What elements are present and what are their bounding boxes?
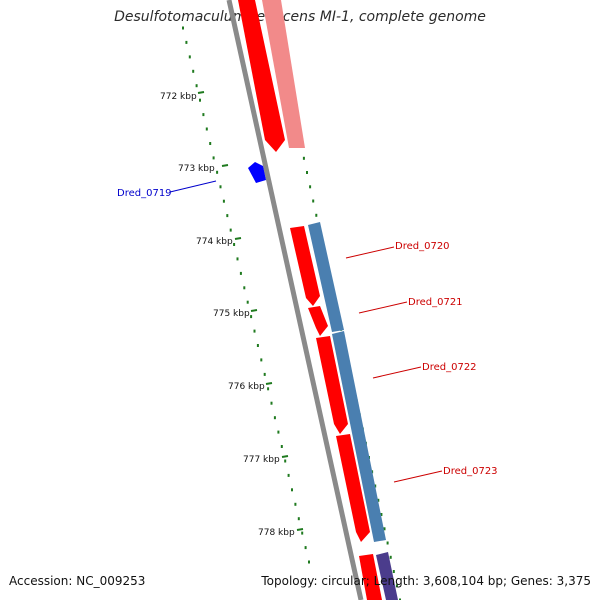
scale-dot bbox=[246, 300, 249, 304]
tick-label-774: 774 kbp bbox=[196, 237, 233, 247]
scale-dot bbox=[185, 40, 188, 44]
scale-dot bbox=[263, 372, 266, 376]
label-dred-0723[interactable]: Dred_0723 bbox=[443, 466, 498, 477]
scale-dot bbox=[216, 170, 219, 174]
scale-dot bbox=[188, 55, 191, 59]
genome-backbone bbox=[226, 0, 364, 600]
outer-scale-dot bbox=[309, 185, 312, 189]
outer-scale-dot bbox=[386, 541, 389, 545]
scale-dot bbox=[192, 69, 195, 73]
leader-dred-0723 bbox=[393, 470, 443, 483]
outer-scale-dot bbox=[315, 213, 318, 217]
scale-dot bbox=[270, 401, 273, 405]
scale-dots bbox=[182, 26, 310, 564]
scale-dot bbox=[209, 142, 212, 145]
scale-dot bbox=[287, 473, 290, 477]
scale-dot bbox=[202, 113, 205, 117]
scale-dot bbox=[267, 387, 270, 391]
scale-dot bbox=[250, 315, 253, 319]
scale-dot bbox=[284, 459, 287, 463]
scale-dot bbox=[301, 531, 304, 535]
cds-dred-0720 bbox=[290, 226, 320, 306]
tick-773 bbox=[221, 164, 229, 167]
outer-scale-dot bbox=[306, 171, 308, 174]
outer-scale-dot bbox=[380, 513, 383, 516]
scale-dot bbox=[212, 156, 215, 160]
tick-label-776: 776 kbp bbox=[228, 382, 265, 392]
tick-778 bbox=[296, 528, 304, 531]
scale-dot bbox=[297, 517, 300, 521]
leader-dred-0720 bbox=[345, 246, 395, 259]
outer-scale-dot bbox=[399, 598, 401, 600]
cds-dred-0719 bbox=[248, 162, 266, 183]
label-dred-0722[interactable]: Dred_0722 bbox=[422, 362, 477, 373]
outer-scale-dot bbox=[377, 498, 380, 502]
scale-dot bbox=[256, 344, 259, 347]
tick-label-778: 778 kbp bbox=[258, 528, 295, 538]
scale-dot bbox=[219, 185, 222, 189]
tick-775 bbox=[250, 309, 258, 312]
outer-scale-dot bbox=[392, 570, 395, 573]
scale-dot bbox=[253, 329, 256, 333]
scale-dot bbox=[195, 84, 198, 88]
reverse-feature-2 bbox=[332, 331, 386, 542]
scale-dot bbox=[239, 271, 242, 275]
tick-label-775: 775 kbp bbox=[213, 309, 250, 319]
label-dred-0719[interactable]: Dred_0719 bbox=[117, 188, 172, 199]
feature-faded-top bbox=[262, 0, 305, 148]
label-dred-0720[interactable]: Dred_0720 bbox=[395, 241, 450, 252]
tick-label-773: 773 kbp bbox=[178, 164, 215, 174]
scale-dot bbox=[308, 560, 310, 564]
tick-774 bbox=[234, 237, 242, 240]
outer-scale-dot bbox=[302, 156, 305, 160]
scale-dot bbox=[277, 430, 280, 434]
scale-dot bbox=[199, 98, 201, 102]
scale-dot bbox=[280, 445, 283, 448]
scale-dot bbox=[236, 257, 239, 261]
scale-dot bbox=[260, 358, 263, 362]
scale-dot bbox=[222, 199, 225, 203]
outer-scale-dot bbox=[383, 527, 386, 531]
leader-dred-0721 bbox=[358, 301, 408, 314]
outer-scale-dot bbox=[395, 584, 398, 588]
scale-ticks bbox=[197, 91, 304, 531]
scale-dot bbox=[182, 26, 184, 30]
tick-777 bbox=[281, 455, 289, 458]
tick-776 bbox=[265, 382, 273, 385]
genome-stats-text: Topology: circular; Length: 3,608,104 bp… bbox=[261, 574, 591, 588]
outer-scale-dot bbox=[312, 199, 315, 203]
scale-dot bbox=[233, 243, 236, 246]
cds-dred-0721 bbox=[308, 306, 328, 336]
scale-dot bbox=[273, 416, 276, 420]
label-dred-0721[interactable]: Dred_0721 bbox=[408, 297, 463, 308]
tick-label-772: 772 kbp bbox=[160, 92, 197, 102]
outer-scale-dot bbox=[389, 555, 392, 559]
leader-dred-0722 bbox=[372, 366, 422, 379]
scale-dot bbox=[291, 488, 293, 492]
cds-downstream bbox=[359, 554, 382, 600]
scale-dot bbox=[304, 546, 307, 550]
scale-dot bbox=[294, 502, 297, 506]
tick-772 bbox=[197, 91, 205, 94]
map-title: Desulfotomaculum reducens MI-1, complete… bbox=[114, 9, 486, 25]
cds-dred-0723 bbox=[336, 434, 370, 542]
cds-dred-0722 bbox=[316, 336, 348, 434]
outer-scale-dot bbox=[374, 484, 377, 488]
scale-dot bbox=[243, 286, 246, 290]
reverse-feature-1 bbox=[308, 222, 344, 332]
reverse-feature-3 bbox=[376, 552, 398, 600]
leader-dred-0719 bbox=[169, 180, 217, 193]
scale-dot bbox=[226, 214, 229, 218]
tick-label-777: 777 kbp bbox=[243, 455, 280, 465]
cds-upstream bbox=[238, 0, 285, 152]
scale-dot bbox=[229, 228, 232, 232]
scale-dot bbox=[205, 127, 208, 131]
accession-text: Accession: NC_009253 bbox=[9, 574, 146, 588]
